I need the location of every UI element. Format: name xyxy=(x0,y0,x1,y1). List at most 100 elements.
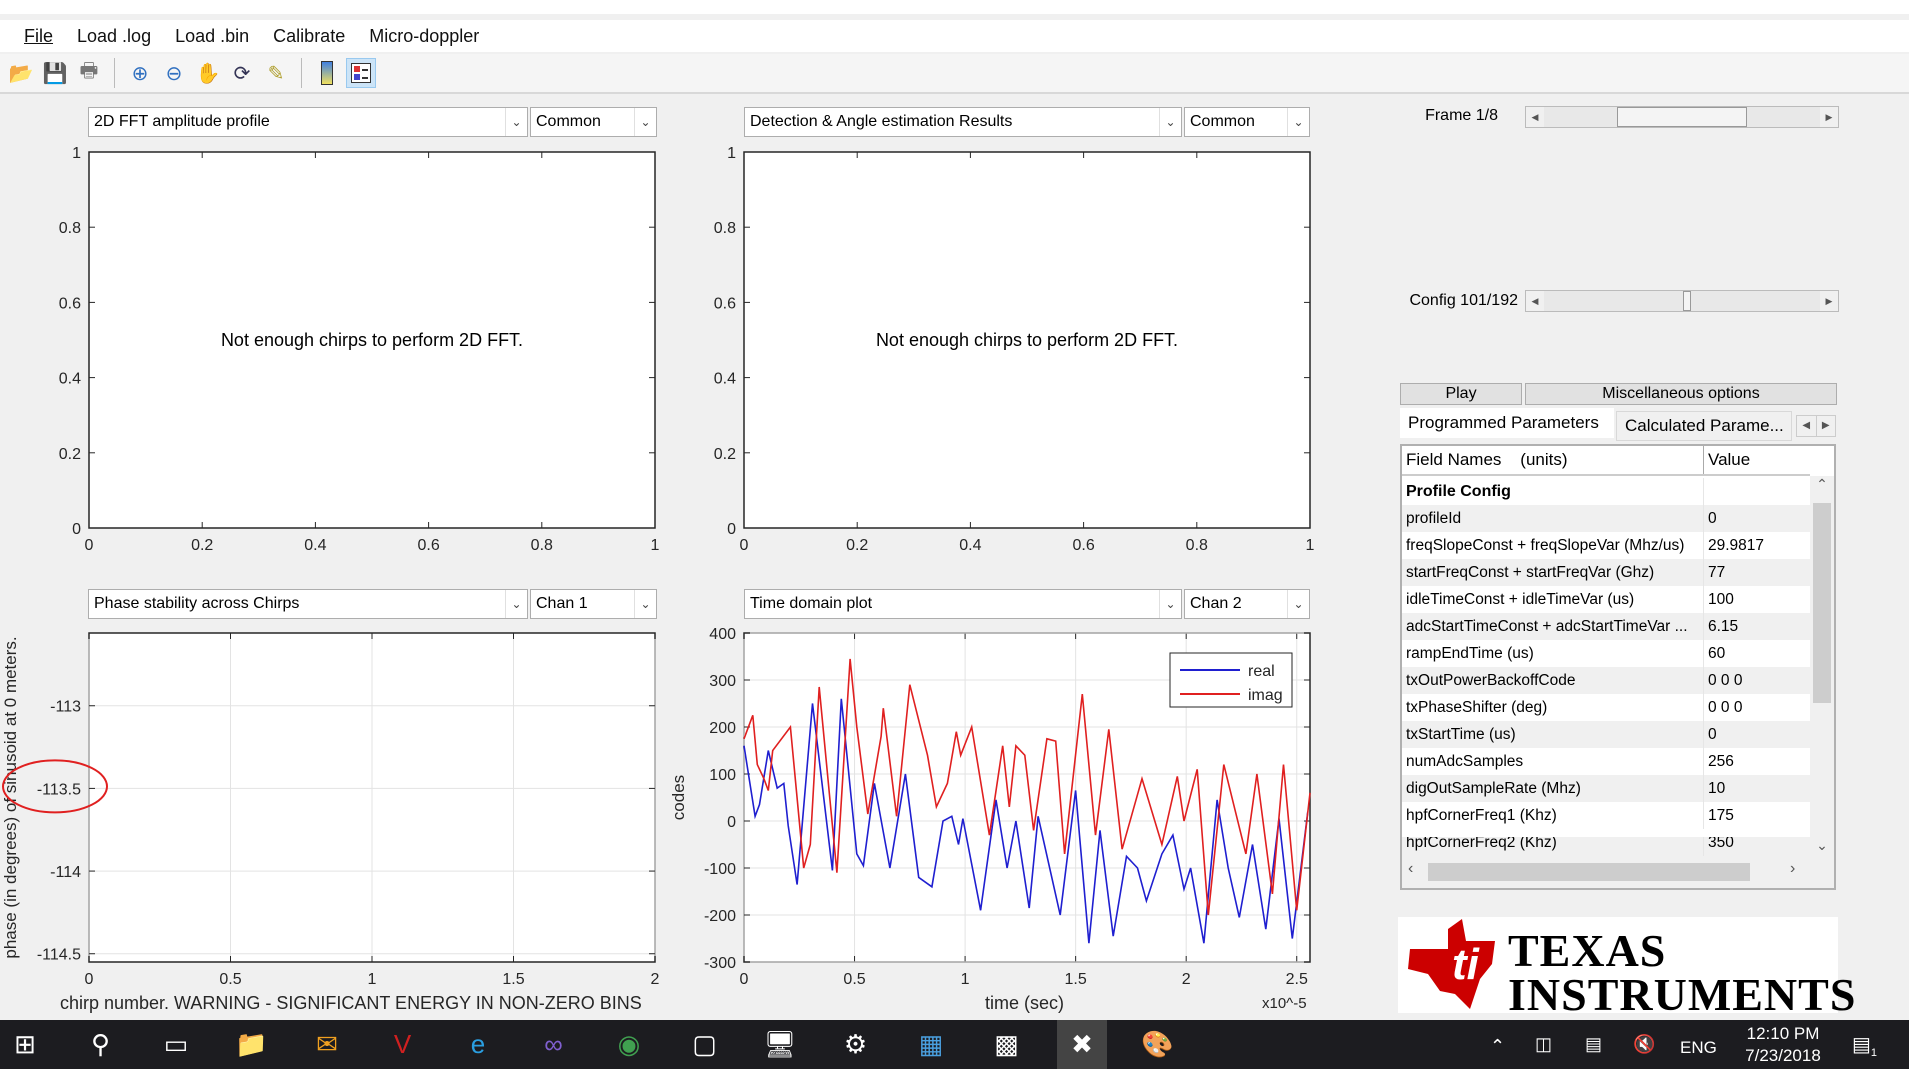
menu-load-log[interactable]: Load .log xyxy=(77,25,152,46)
table-row[interactable]: freqSlopeConst + freqSlopeVar (Mhz/us) 29… xyxy=(1402,532,1810,559)
header-value[interactable]: Value xyxy=(1708,450,1751,469)
table-row[interactable]: startFreqConst + startFreqVar (Ghz) 77 xyxy=(1402,559,1810,586)
data-cursor-icon[interactable]: ✎ xyxy=(267,62,285,85)
tab-programmed-parameters[interactable]: Programmed Parameters xyxy=(1400,408,1614,438)
windows-start-icon[interactable]: ⊞ xyxy=(14,1029,36,1059)
arrow-right-icon[interactable]: ▶ xyxy=(1820,291,1838,311)
settings-icon[interactable]: ⚙ xyxy=(843,1029,868,1059)
plot2-select[interactable]: Detection & Angle estimation Results ⌄ xyxy=(744,107,1182,137)
control-panel-icon[interactable]: ▦ xyxy=(918,1029,944,1059)
network-app-icon[interactable]: 🖥 xyxy=(763,1029,797,1059)
plot3-xlabel: chirp number. WARNING - SIGNIFICANT ENER… xyxy=(60,993,642,1013)
frame-slider[interactable]: ◀ ▶ xyxy=(1525,106,1839,128)
plot2-option-select[interactable]: Common ⌄ xyxy=(1184,107,1310,137)
terminal-icon[interactable]: ▩ xyxy=(994,1029,1019,1059)
menu-bar: File Load .log Load .bin Calibrate Micro… xyxy=(0,20,1909,52)
toolbar-divider xyxy=(301,58,302,88)
table-row[interactable]: digOutSampleRate (Mhz) 10 xyxy=(1402,775,1810,802)
plot4-select[interactable]: Time domain plot ⌄ xyxy=(744,589,1182,619)
chevron-left-icon[interactable]: ‹ xyxy=(1408,860,1414,877)
table-row[interactable]: txPhaseShifter (deg) 0 0 0 xyxy=(1402,694,1810,721)
ti-emblem-icon: ti xyxy=(1408,919,1495,1009)
config-slider-thumb[interactable] xyxy=(1683,291,1692,311)
plot1-select-value: 2D FFT amplitude profile xyxy=(94,113,270,130)
menu-load-bin[interactable]: Load .bin xyxy=(175,25,250,46)
tab-calculated-parameters[interactable]: Calculated Parame... xyxy=(1616,411,1792,441)
notifications-icon[interactable]: ▤1 xyxy=(1852,1034,1878,1059)
paint-icon[interactable]: 🎨 xyxy=(1141,1029,1174,1059)
y-axis-label: codes xyxy=(669,775,688,820)
task-view-icon[interactable]: ▭ xyxy=(163,1029,189,1059)
search-icon[interactable]: ⚲ xyxy=(90,1029,111,1059)
y-tick-label: 1 xyxy=(72,145,81,162)
field-name: hpfCornerFreq2 (Khz) xyxy=(1402,829,1704,856)
table-row[interactable]: rampEndTime (us) 60 xyxy=(1402,640,1810,667)
x-tick-label: 1 xyxy=(368,971,377,988)
menu-file[interactable]: File xyxy=(24,25,54,46)
vertical-scrollbar[interactable]: ⌃ ⌄ xyxy=(1810,476,1834,856)
volume-muted-icon[interactable]: 🔇 xyxy=(1633,1034,1656,1054)
toolbar-divider xyxy=(114,58,115,88)
open-icon[interactable]: 📂 xyxy=(8,62,34,85)
plot3-channel-select[interactable]: Chan 1 ⌄ xyxy=(530,589,657,619)
plot3-select[interactable]: Phase stability across Chirps ⌄ xyxy=(88,589,528,619)
print-icon[interactable]: 🖶 xyxy=(79,60,99,82)
frame-slider-thumb[interactable] xyxy=(1617,107,1747,127)
colorbar-icon[interactable] xyxy=(312,58,342,88)
file-explorer-icon[interactable]: 📁 xyxy=(235,1029,268,1059)
plot4-channel-select[interactable]: Chan 2 ⌄ xyxy=(1184,589,1310,619)
chrome-icon[interactable]: ◉ xyxy=(617,1029,641,1059)
play-button[interactable]: Play xyxy=(1400,383,1522,405)
arrow-left-icon[interactable]: ◀ xyxy=(1526,107,1544,127)
arrow-left-icon[interactable]: ◀ xyxy=(1802,420,1811,431)
x-tick-label: 1.5 xyxy=(1065,971,1087,988)
y-tick-label: 0 xyxy=(727,521,736,538)
field-value: 175 xyxy=(1708,806,1734,824)
plot2-option-value: Common xyxy=(1190,113,1255,130)
rotate-icon[interactable]: ⟳ xyxy=(233,62,251,85)
legend-icon[interactable] xyxy=(346,58,376,88)
outlook-icon[interactable]: ✉ xyxy=(316,1029,338,1059)
plot1-select[interactable]: 2D FFT amplitude profile ⌄ xyxy=(88,107,528,137)
zoom-in-icon[interactable]: ⊕ xyxy=(131,62,149,85)
clock[interactable]: 12:10 PM 7/23/2018 xyxy=(1738,1024,1828,1066)
visual-studio-icon[interactable]: ∞ xyxy=(544,1029,563,1059)
arrow-right-icon[interactable]: ▶ xyxy=(1820,107,1838,127)
header-field-names[interactable]: Field Names (units) xyxy=(1402,446,1704,474)
plot1-option-select[interactable]: Common ⌄ xyxy=(530,107,657,137)
plot1-axes xyxy=(88,151,656,529)
scrollbar-thumb[interactable] xyxy=(1428,863,1750,881)
language-indicator[interactable]: ENG xyxy=(1680,1038,1717,1057)
chevron-up-icon[interactable]: ⌃ xyxy=(1816,476,1828,492)
internet-explorer-icon[interactable]: e xyxy=(470,1029,486,1059)
save-icon[interactable]: 💾 xyxy=(42,62,68,85)
config-slider[interactable]: ◀ ▶ xyxy=(1525,290,1839,312)
vnc-icon[interactable]: V xyxy=(393,1029,412,1059)
field-name: txPhaseShifter (deg) xyxy=(1402,694,1704,721)
table-row[interactable]: idleTimeConst + idleTimeVar (us) 100 xyxy=(1402,586,1810,613)
table-row[interactable]: txOutPowerBackoffCode 0 0 0 xyxy=(1402,667,1810,694)
arrow-right-icon[interactable]: ▶ xyxy=(1815,416,1836,436)
tray-up-icon[interactable]: ⌃ xyxy=(1490,1036,1506,1056)
parameters-table: Field Names (units) Value Profile Config… xyxy=(1400,444,1836,890)
pan-icon[interactable]: ✋ xyxy=(195,62,221,85)
network-icon[interactable]: ▤ xyxy=(1585,1034,1603,1054)
misc-options-button[interactable]: Miscellaneous options xyxy=(1525,383,1837,405)
menu-micro-doppler[interactable]: Micro-doppler xyxy=(369,25,480,46)
field-name: idleTimeConst + idleTimeVar (us) xyxy=(1402,586,1704,613)
matlab-tool-icon[interactable]: ✖ xyxy=(1057,1020,1107,1069)
arrow-left-icon[interactable]: ◀ xyxy=(1526,291,1544,311)
table-row[interactable]: adcStartTimeConst + adcStartTimeVar ... 6… xyxy=(1402,613,1810,640)
horizontal-scrollbar[interactable]: ‹ › xyxy=(1402,856,1834,888)
chevron-down-icon[interactable]: ⌄ xyxy=(1816,837,1828,853)
table-row[interactable]: txStartTime (us) 0 xyxy=(1402,721,1810,748)
menu-calibrate[interactable]: Calibrate xyxy=(273,25,346,46)
zoom-out-icon[interactable]: ⊖ xyxy=(165,62,183,85)
box-app-icon[interactable]: ▢ xyxy=(692,1029,717,1059)
scrollbar-thumb[interactable] xyxy=(1813,503,1831,703)
table-row[interactable]: numAdcSamples 256 xyxy=(1402,748,1810,775)
battery-icon[interactable]: ◫ xyxy=(1535,1034,1553,1054)
table-row[interactable]: profileId 0 xyxy=(1402,505,1810,532)
chevron-right-icon[interactable]: › xyxy=(1790,860,1796,877)
table-row[interactable]: hpfCornerFreq1 (Khz) 175 xyxy=(1402,802,1810,829)
